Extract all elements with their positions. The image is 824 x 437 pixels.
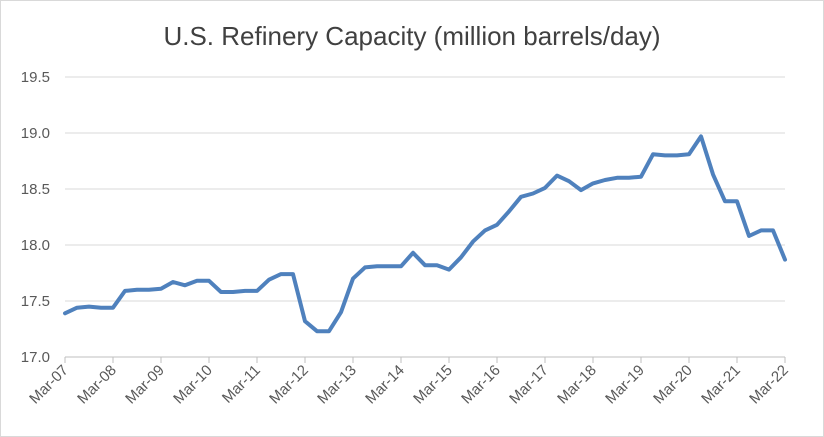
x-tick-label: Mar-18 xyxy=(554,362,600,408)
gridlines xyxy=(65,76,785,302)
x-axis: Mar-07 Mar-08 Mar-09 Mar-10 Mar-11 Mar-12 Mar-… xyxy=(26,356,792,408)
x-tick-label: Mar-15 xyxy=(410,362,456,408)
x-tick-label: Mar-20 xyxy=(650,362,696,408)
series-line xyxy=(63,134,787,334)
x-tick-label: Mar-07 xyxy=(26,362,72,408)
series-group xyxy=(63,134,787,334)
x-tick-label: Mar-19 xyxy=(602,362,648,408)
y-tick-label: 17.0 xyxy=(21,349,50,366)
x-tick-label: Mar-09 xyxy=(122,362,168,408)
y-tick-label: 17.5 xyxy=(21,293,50,310)
x-tick-label: Mar-11 xyxy=(219,362,264,407)
x-tick-label: Mar-16 xyxy=(458,362,504,408)
y-tick-label: 18.0 xyxy=(21,237,50,254)
x-tick-label: Mar-12 xyxy=(266,362,312,408)
x-tick-label: Mar-10 xyxy=(170,362,216,408)
x-tick-label: Mar-22 xyxy=(746,362,792,408)
y-tick-label: 19.5 xyxy=(21,69,50,86)
x-tick-label: Mar-17 xyxy=(506,362,552,408)
x-tick-label: Mar-14 xyxy=(362,362,408,408)
y-tick-label: 18.5 xyxy=(21,181,50,198)
x-tick-label: Mar-21 xyxy=(698,362,744,408)
y-axis: 17.0 17.5 18.0 18.5 19.0 19.5 xyxy=(21,69,50,366)
x-tick-label: Mar-13 xyxy=(314,362,360,408)
chart-title: U.S. Refinery Capacity (million barrels/… xyxy=(163,21,660,51)
y-tick-label: 19.0 xyxy=(21,125,50,142)
x-tick-label: Mar-08 xyxy=(74,362,120,408)
